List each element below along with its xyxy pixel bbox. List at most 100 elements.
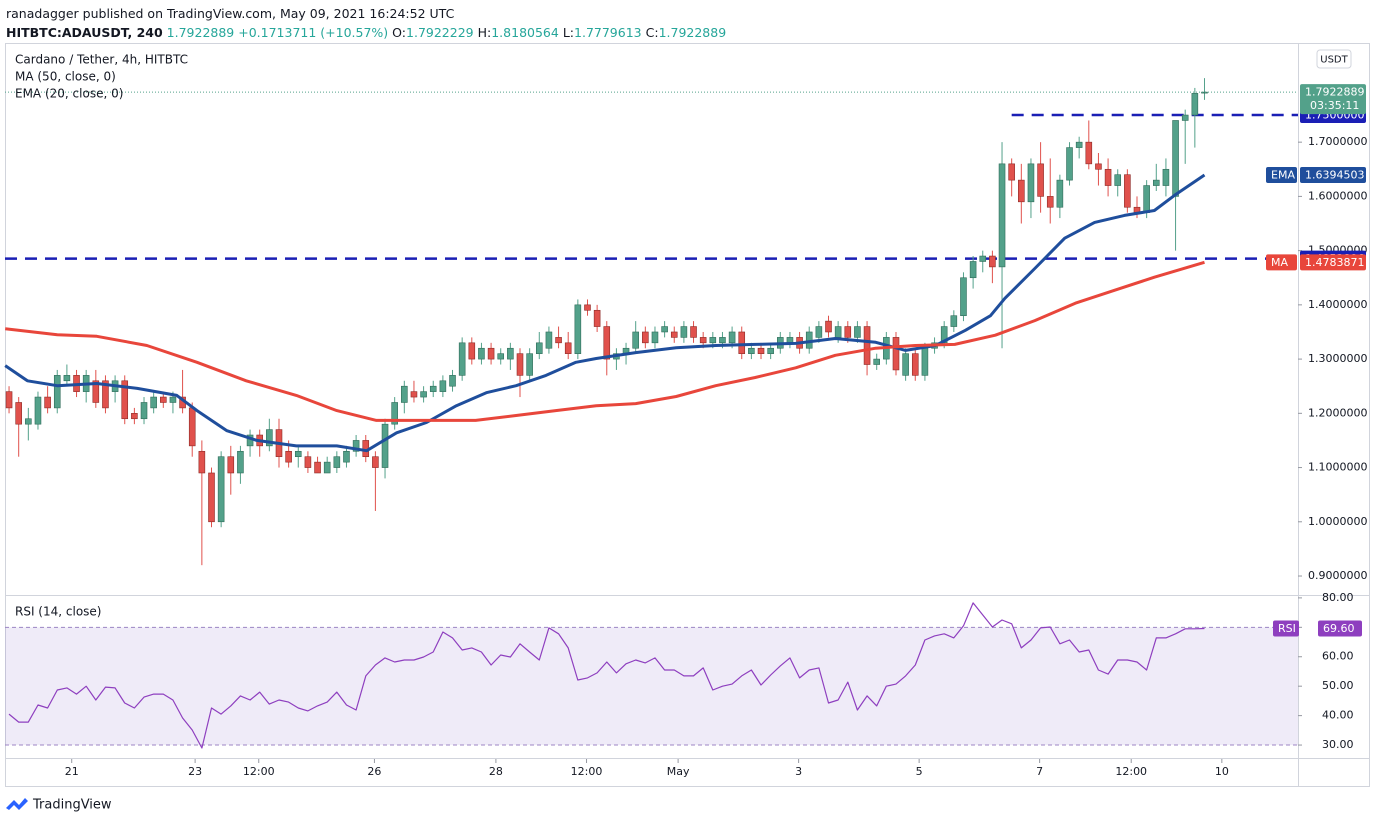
last-price: 1.7922889 — [166, 25, 235, 40]
y-tick-label: 1.4000000 — [1308, 298, 1368, 311]
candle-body — [92, 380, 100, 403]
candle-body — [950, 315, 958, 327]
axis-tags: 1.75000001.4852896EMA1.6394503MA1.478387… — [1266, 84, 1366, 637]
candle-body — [458, 342, 466, 376]
candle-body — [44, 396, 51, 409]
candle-body — [593, 309, 601, 327]
rsi-value-box — [1318, 620, 1362, 637]
candle-body — [516, 353, 524, 376]
candle-body — [651, 331, 659, 344]
candle-body — [34, 396, 42, 425]
axes: 0.9000000 1.0000000 1.1000000 1.2000000 1.30… — [65, 135, 1368, 778]
o-value: 1.7922229 — [406, 25, 474, 40]
indicator-value-box — [1300, 166, 1366, 183]
candle-body — [555, 337, 562, 344]
currency-box[interactable] — [1316, 49, 1352, 69]
rsi-title: RSI (14, close) — [15, 605, 101, 619]
candle-body — [102, 380, 109, 409]
candle-body — [304, 456, 312, 468]
candle-body — [526, 353, 533, 376]
candle-body — [15, 402, 22, 425]
logo — [6, 798, 28, 810]
indicator-tag: EMA — [1271, 168, 1295, 181]
candle-body — [1095, 163, 1102, 170]
candle-body — [208, 472, 215, 523]
c-value: 1.7922889 — [658, 25, 727, 40]
candle-body — [564, 342, 572, 354]
candle-body — [5, 391, 13, 409]
candle-body — [1104, 168, 1112, 186]
candle-body — [767, 347, 774, 354]
candle-body — [1037, 163, 1044, 197]
y-tick-label: 60.00 — [1322, 650, 1354, 663]
y-tick-label: 1.3000000 — [1308, 352, 1368, 365]
candle-body — [1124, 174, 1131, 208]
candle-body — [854, 326, 861, 338]
rsi-pane — [5, 602, 1298, 749]
candle-body — [121, 380, 129, 420]
candle-body — [815, 326, 823, 338]
candle-body — [352, 440, 360, 452]
candle-body — [1152, 179, 1160, 186]
legend-ema: EMA (20, close, 0) — [15, 87, 123, 101]
candle-body — [391, 402, 398, 425]
y-tick-label: 1.0000000 — [1308, 515, 1368, 528]
candle-body — [690, 326, 697, 338]
x-tick-label: 10 — [1215, 765, 1229, 778]
candle-body — [584, 304, 591, 311]
y-tick-label: 30.00 — [1322, 738, 1354, 751]
indicator-tag-box — [1266, 166, 1297, 183]
candle-body — [940, 326, 948, 344]
h-label: H: — [477, 25, 492, 40]
candle-body — [728, 331, 736, 344]
candle-body — [381, 423, 389, 468]
candle-body — [902, 353, 909, 376]
x-tick-label: 12:00 — [243, 765, 275, 778]
candle-body — [429, 385, 437, 392]
candle-body — [1181, 114, 1189, 121]
l-label: L: — [562, 25, 575, 40]
candle-body — [699, 337, 707, 344]
candle-body — [709, 337, 717, 344]
last-price: 1.7922889 — [1305, 86, 1365, 99]
indicator-tag: MA — [1271, 256, 1288, 269]
x-tick-label: 3 — [795, 765, 802, 778]
rsi-value: 69.60 — [1323, 622, 1355, 635]
candle-body — [1162, 168, 1170, 186]
candle-body — [487, 347, 495, 360]
last-price-box — [1300, 84, 1366, 115]
symbol: HITBTC:ADAUSDT, 240 — [6, 25, 163, 40]
candle-body — [160, 396, 167, 403]
candle-body — [960, 277, 967, 317]
c-label: C: — [645, 25, 659, 40]
y-tick-label: 80.00 — [1322, 591, 1354, 604]
candle-body — [25, 418, 32, 425]
rsi-tag-box — [1273, 620, 1299, 637]
candle-body — [1201, 91, 1208, 94]
candle-body — [873, 358, 880, 365]
candle-body — [188, 407, 196, 447]
candle-body — [642, 331, 649, 344]
candle-body — [863, 326, 871, 365]
x-tick-label: 7 — [1036, 765, 1043, 778]
candle-body — [757, 347, 765, 354]
candle-body — [227, 456, 235, 474]
candle-body — [372, 456, 379, 468]
candle-body — [574, 304, 582, 354]
countdown: 03:35:11 — [1310, 99, 1359, 112]
candle-body — [911, 353, 919, 376]
candle-body — [1172, 120, 1179, 197]
publisher: ranadagger published on TradingView.com,… — [6, 6, 455, 21]
candle-body — [410, 391, 418, 398]
candle-body — [1027, 163, 1035, 203]
y-tick-label: 1.7000000 — [1308, 135, 1368, 148]
candle-body — [63, 375, 71, 382]
indicator-value: 1.6394503 — [1305, 168, 1365, 181]
frame — [5, 43, 1370, 787]
indicator-value-box — [1300, 254, 1366, 271]
candle-body — [1018, 179, 1025, 203]
candle-body — [497, 353, 505, 360]
candle-body — [1008, 163, 1015, 181]
